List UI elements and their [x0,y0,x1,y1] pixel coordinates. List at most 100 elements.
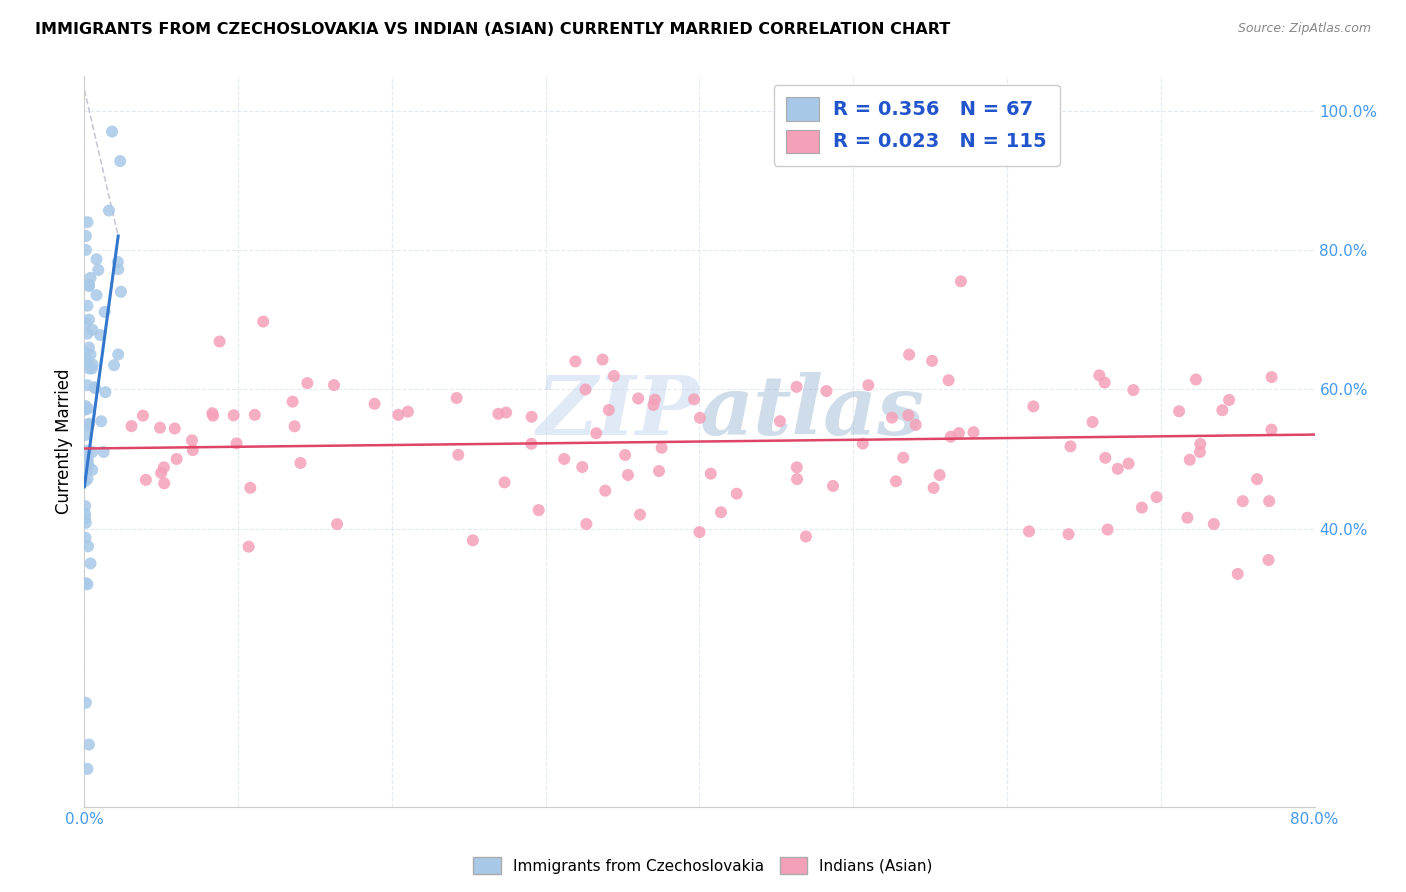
Point [86,252,108,267]
Point [79,557,101,571]
Text: atlas: atlas [700,372,925,452]
Point [76,354,98,368]
Point [77,279,100,293]
Text: IMMIGRANTS FROM CZECHOSLOVAKIA VS INDIAN (ASIAN) CURRENTLY MARRIED CORRELATION C: IMMIGRANTS FROM CZECHOSLOVAKIA VS INDIAN… [35,22,950,37]
Point [461,533,484,548]
Point [922,481,945,495]
Point [76,215,98,229]
Text: Source: ZipAtlas.com: Source: ZipAtlas.com [1237,22,1371,36]
Point [75,399,97,413]
Point [575,517,598,532]
Point [77,539,100,553]
Point [387,408,409,422]
Point [821,479,844,493]
Point [574,383,596,397]
Point [1177,510,1199,524]
Point [252,314,274,328]
Point [1257,553,1279,567]
Point [75,499,97,513]
Point [494,475,516,490]
Point [110,285,132,299]
Point [79,347,101,361]
Point [627,392,650,406]
Point [181,443,204,458]
Point [76,453,98,467]
Point [75,316,97,330]
Point [77,458,100,472]
Point [79,270,101,285]
Point [76,443,98,458]
Point [769,414,792,428]
Point [103,358,125,372]
Point [297,376,319,390]
Point [1088,368,1111,383]
Point [76,452,98,467]
Point [89,328,111,343]
Point [281,394,304,409]
Point [949,274,972,288]
Point [93,305,115,319]
Point [939,430,962,444]
Point [520,437,543,451]
Point [76,762,98,776]
Point [644,392,666,407]
Point [75,516,97,530]
Point [1189,437,1212,451]
Point [150,466,173,480]
Point [239,481,262,495]
Point [898,348,921,362]
Point [76,472,98,486]
Point [77,312,100,326]
Point [77,401,100,416]
Point [617,468,640,483]
Point [75,507,97,521]
Point [1057,527,1080,541]
Point [238,540,260,554]
Point [643,398,665,412]
Point [75,229,97,244]
Point [75,531,97,545]
Point [858,378,880,392]
Point [101,124,124,138]
Point [794,530,817,544]
Point [153,460,176,475]
Point [181,434,204,448]
Point [201,406,224,420]
Point [107,347,129,361]
Point [76,577,98,591]
Point [651,441,673,455]
Legend: R = 0.356   N = 67, R = 0.023   N = 115: R = 0.356 N = 67, R = 0.023 N = 115 [773,85,1060,166]
Point [648,464,671,478]
Point [1232,494,1254,508]
Point [1260,370,1282,384]
Point [683,392,706,407]
Point [75,243,97,257]
Point [77,277,100,292]
Point [700,467,723,481]
Point [904,417,927,432]
Point [82,463,104,477]
Point [446,391,468,405]
Point [97,203,120,218]
Point [75,576,97,591]
Point [107,262,129,277]
Point [1146,490,1168,504]
Point [1094,450,1116,465]
Point [1211,403,1233,417]
Point [90,414,112,428]
Point [553,452,575,467]
Point [121,419,143,434]
Point [76,463,98,477]
Point [75,446,97,460]
Point [1059,439,1081,453]
Point [163,421,186,435]
Point [527,503,550,517]
Point [948,425,970,440]
Point [82,358,104,372]
Point [786,472,808,486]
Point [614,448,637,462]
Point [603,368,626,383]
Point [689,525,711,540]
Point [1246,472,1268,486]
Text: ZIP: ZIP [537,372,700,452]
